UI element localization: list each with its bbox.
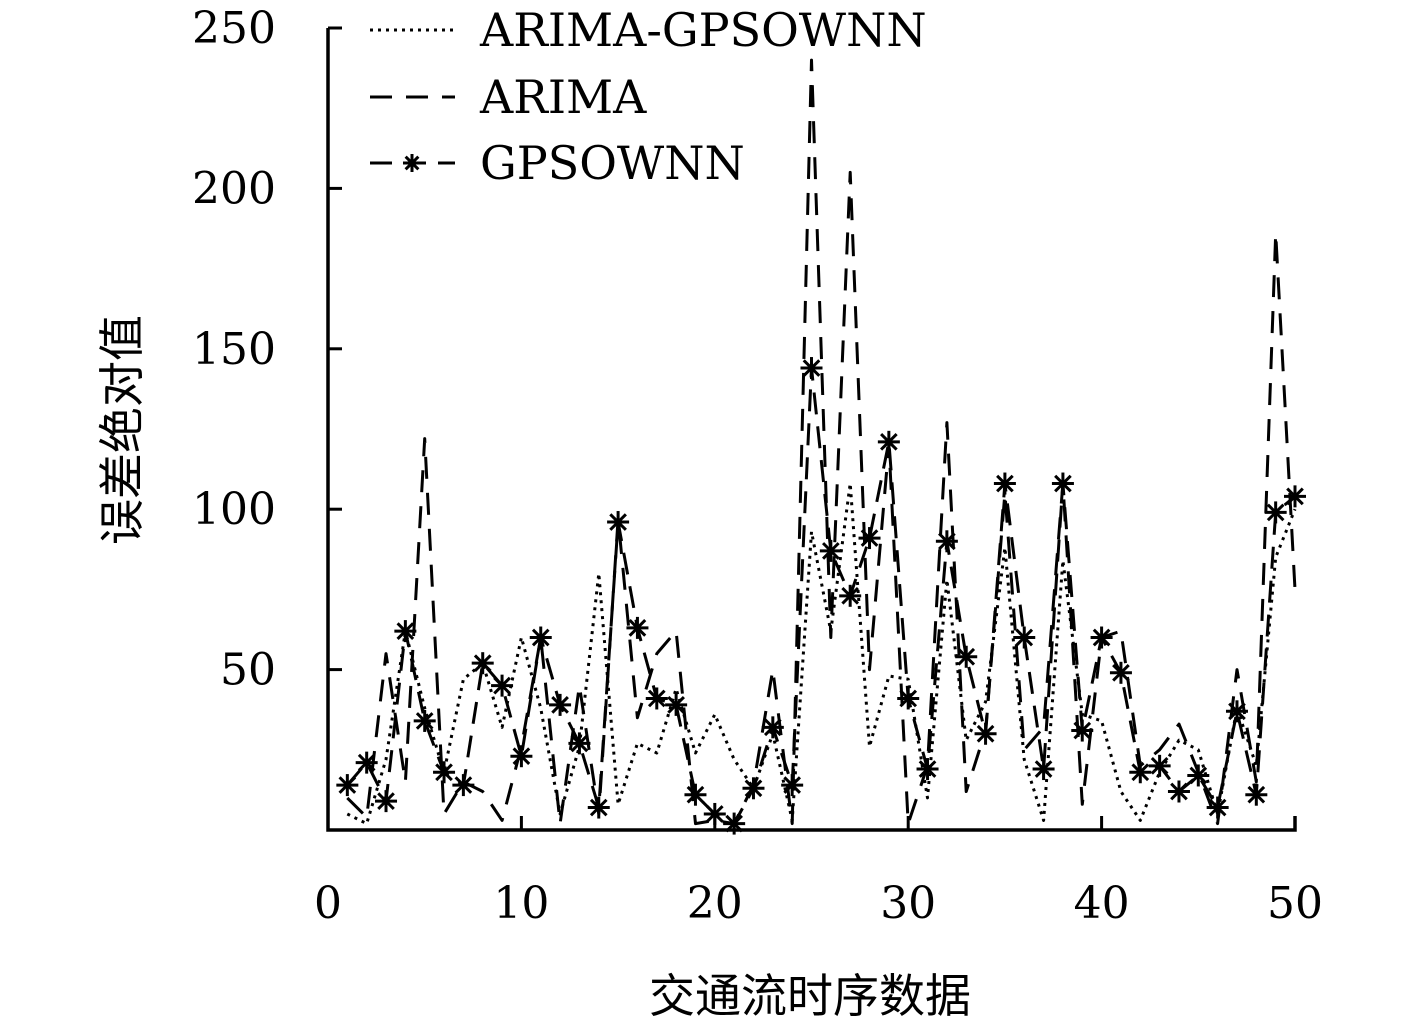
star-marker xyxy=(1013,626,1036,649)
star-marker xyxy=(1129,761,1152,784)
y-tick-label: 200 xyxy=(192,163,276,214)
star-marker xyxy=(1264,501,1287,524)
star-marker xyxy=(665,693,688,716)
star-marker xyxy=(355,751,378,774)
star-marker xyxy=(935,530,958,553)
legend-label: ARIMA xyxy=(479,70,647,124)
star-marker xyxy=(549,693,572,716)
series-line xyxy=(346,58,1297,826)
series-arima xyxy=(346,58,1297,826)
y-tick-label: 150 xyxy=(192,324,276,375)
star-marker xyxy=(974,722,997,745)
star-marker xyxy=(1090,626,1113,649)
star-marker xyxy=(781,774,804,797)
star-marker xyxy=(916,758,939,781)
star-marker xyxy=(375,790,398,813)
star-marker xyxy=(839,584,862,607)
star-marker xyxy=(1167,780,1190,803)
star-marker xyxy=(955,645,978,668)
star-marker xyxy=(394,620,417,643)
y-tick-label: 50 xyxy=(220,645,276,696)
chart-legend: ARIMA-GPSOWNN ARIMA GPSOWNN xyxy=(370,3,927,190)
x-axis-title: 交通流时序数据 xyxy=(649,969,971,1023)
star-marker xyxy=(1109,661,1132,684)
star-marker xyxy=(336,774,359,797)
star-marker xyxy=(645,687,668,710)
star-marker xyxy=(1206,796,1229,819)
x-tick-label: 30 xyxy=(880,878,936,929)
legend-item: GPSOWNN xyxy=(370,136,745,190)
star-marker xyxy=(877,430,900,453)
legend-item: ARIMA-GPSOWNN xyxy=(370,3,927,57)
star-marker xyxy=(1225,700,1248,723)
star-marker xyxy=(897,687,920,710)
star-marker xyxy=(1245,783,1268,806)
series-line xyxy=(346,366,1296,826)
y-tick-label: 250 xyxy=(192,3,276,54)
star-marker xyxy=(510,745,533,768)
star-marker xyxy=(858,527,881,550)
star-marker xyxy=(491,674,514,697)
x-tick-label: 50 xyxy=(1267,878,1323,929)
x-tick-label: 20 xyxy=(687,878,743,929)
star-marker xyxy=(800,357,823,380)
star-marker xyxy=(607,511,630,534)
series-layer xyxy=(336,58,1306,835)
star-marker xyxy=(1071,719,1094,742)
series-gpsownn xyxy=(336,357,1306,835)
x-tick-label: 10 xyxy=(493,878,549,929)
y-tick-label: 100 xyxy=(192,484,276,535)
star-marker xyxy=(452,774,475,797)
y-axis-title: 误差绝对值 xyxy=(95,315,149,545)
star-marker xyxy=(1148,754,1171,777)
star-marker xyxy=(742,777,765,800)
star-marker xyxy=(403,154,421,172)
axis-frame xyxy=(326,28,1297,832)
star-marker xyxy=(587,796,610,819)
star-marker xyxy=(761,716,784,739)
star-marker xyxy=(993,472,1016,495)
legend-label: GPSOWNN xyxy=(480,136,745,190)
legend-label: ARIMA-GPSOWNN xyxy=(479,3,927,57)
star-marker xyxy=(626,616,649,639)
star-marker xyxy=(1187,764,1210,787)
star-marker xyxy=(471,652,494,675)
star-marker xyxy=(1051,472,1074,495)
star-marker xyxy=(1284,485,1306,508)
star-marker xyxy=(413,709,436,732)
star-marker xyxy=(723,812,746,835)
chart-axes: 0 10 20 30 40 50 50 100 150 200 250 xyxy=(192,3,1323,929)
star-marker xyxy=(819,539,842,562)
x-tick-label: 0 xyxy=(314,878,342,929)
star-marker xyxy=(1032,758,1055,781)
legend-item: ARIMA xyxy=(370,70,647,124)
star-marker xyxy=(433,761,456,784)
star-marker xyxy=(568,732,591,755)
star-marker xyxy=(703,802,726,825)
x-tick-label: 40 xyxy=(1074,878,1130,929)
star-marker xyxy=(529,626,552,649)
star-marker xyxy=(684,783,707,806)
